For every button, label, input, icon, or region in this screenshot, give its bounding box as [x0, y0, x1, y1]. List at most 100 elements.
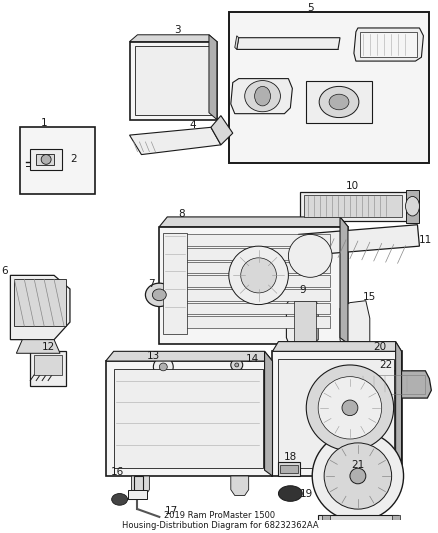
Text: 12: 12: [42, 342, 55, 352]
Bar: [392, 515, 399, 529]
Bar: [159, 227, 348, 344]
Text: 15: 15: [363, 292, 376, 302]
Bar: [106, 361, 272, 476]
Polygon shape: [340, 301, 370, 355]
Bar: [406, 190, 420, 223]
Ellipse shape: [318, 377, 381, 439]
Text: 21: 21: [351, 461, 364, 470]
Bar: [318, 515, 398, 529]
Ellipse shape: [306, 365, 394, 451]
Bar: [272, 351, 402, 476]
Bar: [14, 279, 66, 326]
Bar: [294, 301, 316, 342]
Ellipse shape: [245, 80, 280, 112]
Bar: [134, 476, 143, 491]
Polygon shape: [272, 342, 402, 351]
Polygon shape: [231, 476, 249, 496]
Text: 2019 Ram ProMaster 1500
Housing-Distribution Diagram for 68232362AA: 2019 Ram ProMaster 1500 Housing-Distribu…: [122, 511, 318, 530]
Text: 22: 22: [379, 360, 392, 370]
Text: 18: 18: [284, 451, 297, 462]
Bar: [167, 248, 330, 260]
Bar: [167, 235, 330, 246]
Text: 10: 10: [345, 181, 358, 191]
Polygon shape: [354, 28, 424, 61]
Ellipse shape: [41, 155, 51, 164]
Ellipse shape: [229, 246, 288, 304]
Text: 20: 20: [373, 342, 386, 352]
Polygon shape: [159, 217, 348, 227]
Polygon shape: [130, 127, 221, 155]
Text: 13: 13: [147, 351, 160, 361]
Bar: [306, 80, 372, 124]
Text: 19: 19: [300, 489, 313, 498]
Text: 5: 5: [307, 4, 314, 13]
Ellipse shape: [153, 357, 173, 377]
Bar: [20, 127, 95, 193]
Polygon shape: [11, 276, 70, 340]
Polygon shape: [131, 476, 149, 496]
Text: 7: 7: [148, 279, 155, 289]
Bar: [130, 42, 217, 119]
Bar: [167, 316, 330, 328]
Ellipse shape: [312, 431, 403, 521]
Ellipse shape: [319, 86, 359, 118]
Text: 9: 9: [299, 285, 306, 295]
Polygon shape: [286, 295, 318, 348]
Ellipse shape: [279, 486, 302, 502]
Text: 1: 1: [41, 118, 47, 128]
Bar: [113, 369, 262, 468]
Polygon shape: [237, 38, 340, 50]
Polygon shape: [106, 351, 272, 361]
Bar: [322, 515, 330, 529]
Bar: [167, 289, 330, 301]
Bar: [163, 232, 187, 334]
Polygon shape: [396, 342, 402, 476]
Polygon shape: [211, 116, 233, 145]
Bar: [127, 490, 148, 499]
Ellipse shape: [145, 283, 173, 306]
Ellipse shape: [406, 197, 420, 216]
Ellipse shape: [329, 94, 349, 110]
Text: 8: 8: [178, 209, 184, 219]
Text: 16: 16: [111, 467, 124, 477]
Polygon shape: [16, 340, 60, 353]
Ellipse shape: [254, 86, 271, 106]
Bar: [30, 351, 66, 386]
Bar: [167, 276, 330, 287]
Ellipse shape: [324, 443, 392, 509]
Text: 3: 3: [174, 25, 180, 35]
Ellipse shape: [288, 235, 332, 277]
Bar: [229, 12, 429, 163]
Bar: [36, 154, 54, 165]
Polygon shape: [265, 351, 272, 476]
Text: 14: 14: [246, 354, 259, 364]
Polygon shape: [235, 36, 239, 50]
Bar: [167, 303, 330, 314]
Polygon shape: [340, 217, 348, 344]
Ellipse shape: [342, 400, 358, 416]
Bar: [34, 355, 62, 375]
Ellipse shape: [235, 363, 239, 367]
Bar: [167, 262, 330, 273]
Bar: [279, 462, 300, 476]
Text: 6: 6: [1, 266, 8, 277]
Ellipse shape: [241, 258, 276, 293]
Ellipse shape: [159, 363, 167, 371]
Polygon shape: [298, 225, 420, 256]
Ellipse shape: [112, 494, 127, 505]
Polygon shape: [340, 371, 431, 398]
Polygon shape: [231, 78, 292, 114]
Bar: [30, 149, 62, 170]
Bar: [300, 191, 410, 221]
Ellipse shape: [152, 289, 166, 301]
Text: 11: 11: [419, 235, 432, 245]
Bar: [279, 359, 394, 468]
Text: 2: 2: [71, 155, 77, 165]
Text: 17: 17: [165, 506, 178, 516]
Text: 4: 4: [190, 120, 196, 131]
Bar: [360, 32, 417, 57]
Bar: [348, 375, 425, 394]
Ellipse shape: [350, 468, 366, 484]
Bar: [134, 46, 212, 115]
Polygon shape: [209, 35, 217, 119]
